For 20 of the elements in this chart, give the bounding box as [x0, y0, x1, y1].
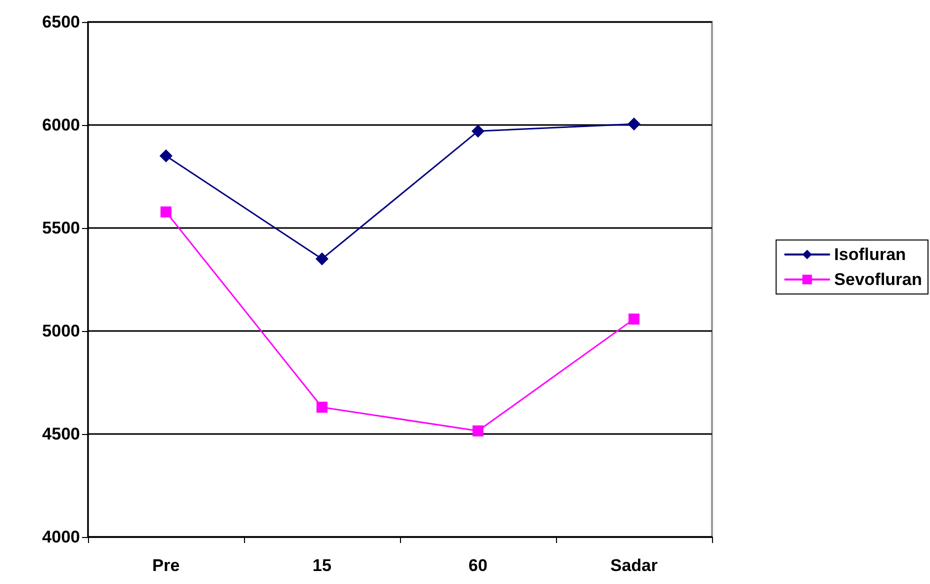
y-tick-label: 4500 [42, 424, 80, 444]
point [160, 149, 172, 162]
x-tick-label: Pre [152, 556, 180, 575]
point [472, 425, 484, 436]
point [160, 206, 172, 218]
y-tick-label: 5500 [42, 218, 80, 238]
x-tick-label: 60 [468, 556, 488, 575]
point [316, 252, 328, 266]
x-tick-label: 15 [312, 556, 332, 575]
legend-label: Isofluran [834, 245, 906, 264]
x-tick-label: Sadar [610, 556, 658, 575]
y-tick-label: 6500 [42, 12, 80, 32]
y-tick-label: 5000 [42, 322, 80, 340]
y-tick-label: 4000 [42, 528, 80, 546]
point [472, 124, 484, 138]
point [628, 314, 640, 325]
point [628, 117, 640, 130]
y-tick-label: 6000 [42, 116, 80, 134]
legend-label: Sevofluran [834, 270, 922, 289]
point [316, 402, 328, 413]
